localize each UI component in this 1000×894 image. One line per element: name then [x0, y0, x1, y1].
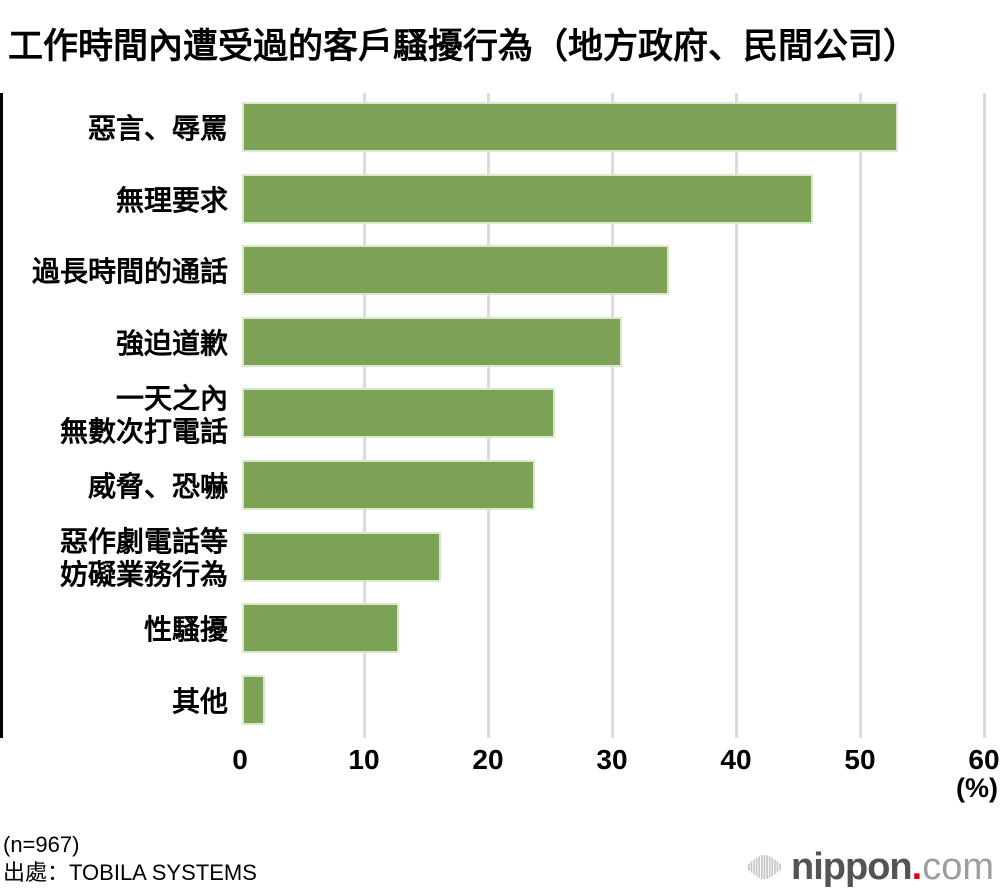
source-note: 出處：TOBILA SYSTEMS [3, 860, 257, 885]
category-label: 惡作劇電話等 妨礙業務行為 [59, 525, 228, 591]
category-label: 過長時間的通話 [31, 256, 228, 288]
gridline [982, 93, 986, 738]
logo-dot: . [911, 846, 923, 888]
x-tick-label: 30 [596, 744, 628, 775]
x-tick-label: 60 [968, 744, 1000, 775]
category-label: 其他 [171, 685, 228, 717]
category-label: 性騷擾 [143, 614, 228, 646]
category-label: 威脅、恐嚇 [87, 471, 228, 502]
x-tick-label: 40 [720, 744, 752, 775]
bar [242, 531, 441, 582]
bar [242, 388, 555, 439]
logo-brand: nippon [791, 846, 913, 888]
bar [242, 173, 813, 224]
gridline [858, 93, 862, 738]
soundwave-sphere-icon [748, 854, 781, 880]
gridline [734, 93, 738, 738]
x-tick-label: 0 [232, 744, 248, 775]
category-label: 惡言、辱罵 [87, 113, 228, 144]
category-label: 強迫道歉 [115, 327, 228, 359]
chart-footnotes: (n=967) 出處：TOBILA SYSTEMS [3, 831, 257, 887]
bar [242, 674, 265, 725]
x-tick-label: 10 [348, 744, 380, 775]
bar [242, 102, 899, 152]
category-label: 無理要求 [115, 184, 228, 216]
x-tick-label: 20 [472, 744, 504, 775]
bar [242, 245, 670, 296]
x-axis-unit-label: (%) [956, 773, 998, 803]
bar [242, 460, 536, 510]
chart-title: 工作時間內遭受過的客戶騷擾行為（地方政府、民間公司） [8, 27, 919, 67]
nippon-logo: nippon.com [748, 848, 994, 886]
category-label: 一天之內 無數次打電話 [59, 382, 228, 448]
gridline [610, 93, 614, 738]
bar [242, 603, 399, 654]
sample-size-note: (n=967) [3, 832, 80, 857]
logo-tld: com [922, 846, 994, 888]
y-axis-line [0, 93, 3, 738]
nippon-logo-text: nippon.com [791, 848, 994, 886]
bar [242, 316, 622, 367]
x-tick-label: 50 [844, 744, 876, 775]
